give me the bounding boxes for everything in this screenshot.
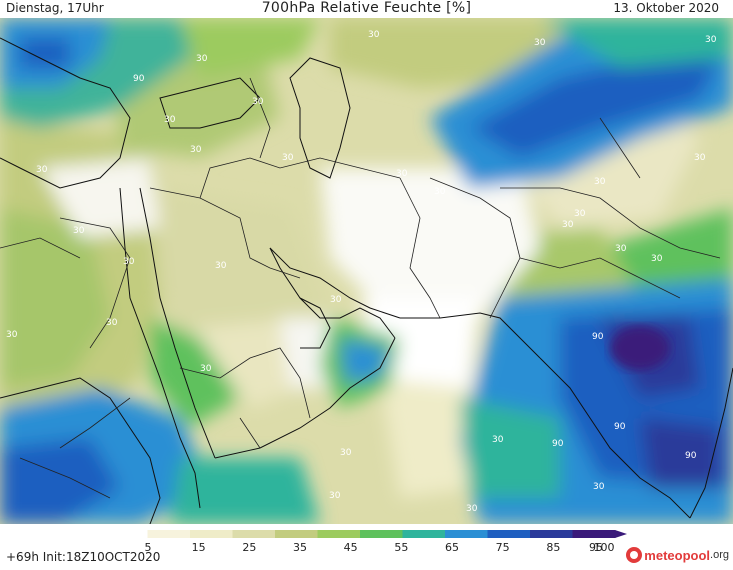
contour-label: 30 bbox=[200, 364, 212, 374]
color-scale-tick-label: 85 bbox=[546, 541, 560, 554]
humidity-map: 30 90 30 30 30 30 30 30 30 30 30 30 30 3… bbox=[0, 18, 733, 524]
contour-label: 30 bbox=[615, 244, 627, 254]
contour-label: 30 bbox=[466, 504, 478, 514]
color-scale-segment bbox=[317, 530, 361, 538]
color-scale-tick-label: 45 bbox=[344, 541, 358, 554]
color-scale-bars bbox=[105, 530, 627, 538]
color-scale-segment bbox=[360, 530, 403, 538]
contour-label: 30 bbox=[329, 491, 341, 501]
color-scale-tick-label: 35 bbox=[293, 541, 307, 554]
contour-label: 30 bbox=[694, 153, 706, 163]
contour-label: 30 bbox=[196, 54, 208, 64]
color-scale-segment bbox=[105, 530, 148, 538]
color-scale-tick-label: 5 bbox=[145, 541, 152, 554]
contour-label: 30 bbox=[282, 153, 294, 163]
contour-label: 30 bbox=[190, 145, 202, 155]
color-scale-legend: 5 15 25 35 45 55 65 75 85 95 100 bbox=[0, 528, 733, 566]
contour-label: 30 bbox=[106, 318, 118, 328]
color-scale-tick-label: 55 bbox=[394, 541, 408, 554]
meteopool-logo: meteopool .org bbox=[626, 545, 729, 565]
contour-label: 30 bbox=[340, 448, 352, 458]
contour-label: 90 bbox=[552, 439, 564, 449]
contour-labels: 30 90 30 30 30 30 30 30 30 30 30 30 30 3… bbox=[6, 30, 717, 514]
color-scale-tick-label: 25 bbox=[242, 541, 256, 554]
map-canvas: 30 90 30 30 30 30 30 30 30 30 30 30 30 3… bbox=[0, 18, 733, 524]
init-time-label: +69h Init:18Z10OCT2020 bbox=[6, 550, 161, 564]
color-scale-segment bbox=[572, 530, 616, 538]
contour-label: 30 bbox=[396, 169, 408, 179]
color-scale-segment bbox=[530, 530, 573, 538]
contour-label: 30 bbox=[534, 38, 546, 48]
color-scale-segment bbox=[275, 530, 318, 538]
contour-label: 30 bbox=[594, 177, 606, 187]
country-borders bbox=[0, 77, 721, 499]
contour-label: 90 bbox=[592, 332, 604, 342]
color-scale-tick-label: 75 bbox=[496, 541, 510, 554]
contour-label: 30 bbox=[73, 226, 85, 236]
color-scale-segment bbox=[402, 530, 446, 538]
contour-label: 90 bbox=[133, 74, 145, 84]
contour-label: 30 bbox=[593, 482, 605, 492]
humidity-max-core bbox=[610, 326, 670, 370]
contour-label: 30 bbox=[164, 115, 176, 125]
contour-label: 30 bbox=[6, 330, 18, 340]
color-scale-tick-label: 15 bbox=[192, 541, 206, 554]
contour-label: 90 bbox=[614, 422, 626, 432]
contour-label: 90 bbox=[685, 451, 697, 461]
color-scale-tick-label: 100 bbox=[594, 541, 615, 554]
header-bar: Dienstag, 17Uhr 700hPa Relative Feuchte … bbox=[0, 0, 733, 18]
color-scale-tick-label: 65 bbox=[445, 541, 459, 554]
color-scale-segment bbox=[147, 530, 191, 538]
color-scale-segment bbox=[445, 530, 488, 538]
color-scale-tick-label: 95 bbox=[589, 541, 603, 554]
logo-domain: .org bbox=[710, 549, 729, 561]
contour-label: 30 bbox=[651, 254, 663, 264]
contour-label: 30 bbox=[574, 209, 586, 219]
valid-time-label: Dienstag, 17Uhr bbox=[6, 1, 104, 15]
coastlines bbox=[0, 37, 733, 524]
contour-label: 30 bbox=[215, 261, 227, 271]
contour-label: 30 bbox=[562, 220, 574, 230]
contour-label: 30 bbox=[368, 30, 380, 40]
contour-label: 30 bbox=[252, 97, 264, 107]
contour-label: 30 bbox=[330, 295, 342, 305]
color-scale-segment bbox=[232, 530, 276, 538]
contour-label: 30 bbox=[123, 257, 135, 267]
map-title: 700hPa Relative Feuchte [%] bbox=[261, 0, 472, 16]
color-scale-segment bbox=[190, 530, 233, 538]
contour-label: 30 bbox=[705, 35, 717, 45]
valid-date-label: 13. Oktober 2020 bbox=[613, 1, 719, 15]
meteopool-logo-icon bbox=[626, 547, 643, 563]
humidity-field bbox=[0, 18, 733, 524]
contour-label: 30 bbox=[36, 165, 48, 175]
logo-word: meteopool bbox=[644, 547, 711, 563]
color-scale-segment bbox=[487, 530, 531, 538]
color-scale-arrow bbox=[615, 530, 627, 538]
contour-label: 30 bbox=[434, 187, 446, 197]
contour-label: 30 bbox=[492, 435, 504, 445]
